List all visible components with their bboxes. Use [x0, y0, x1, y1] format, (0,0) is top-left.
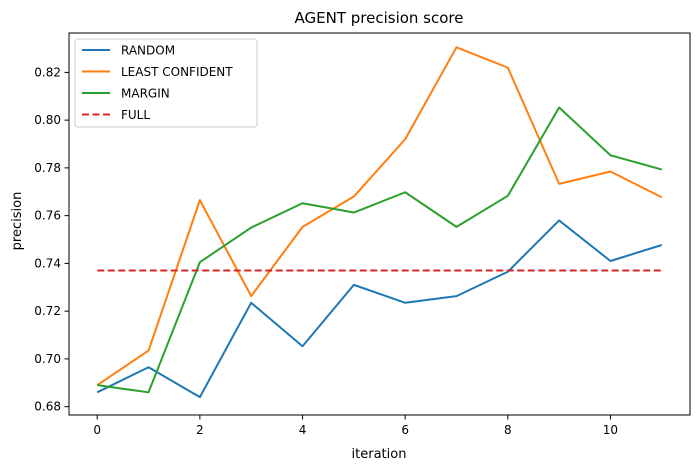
y-tick-label: 0.70: [34, 352, 61, 366]
y-tick-label: 0.68: [34, 400, 61, 414]
chart-title: AGENT precision score: [295, 9, 464, 27]
y-tick-label: 0.82: [34, 65, 61, 79]
legend-label-least-confident: LEAST CONFIDENT: [121, 65, 233, 79]
x-tick-label: 10: [603, 423, 618, 437]
legend-label-full: FULL: [121, 108, 150, 122]
x-tick-label: 0: [93, 423, 101, 437]
series-line-least-confident: [96, 46, 663, 386]
x-axis-label: iteration: [352, 447, 407, 462]
y-axis-label: precision: [10, 192, 25, 251]
y-tick-label: 0.78: [34, 161, 61, 175]
x-tick-label: 8: [504, 423, 512, 437]
plot-area: 0 2 4 6 8 10 0.68 0.70 0.72 0.74 0.76 0.78 0.80 0.82: [34, 32, 691, 437]
y-tick-label: 0.74: [34, 256, 61, 270]
axes-frame: [68, 32, 691, 416]
y-tick-label: 0.76: [34, 209, 61, 223]
x-tick-label: 6: [401, 423, 409, 437]
x-tick-label: 2: [196, 423, 204, 437]
y-tick-label: 0.72: [34, 304, 61, 318]
series-line-margin: [97, 106, 663, 394]
y-tick-label: 0.80: [34, 113, 61, 127]
x-tick-label: 4: [299, 423, 307, 437]
legend: RANDOM LEAST CONFIDENT MARGIN FULL: [74, 38, 258, 128]
legend-label-margin: MARGIN: [121, 87, 170, 101]
legend-label-random: RANDOM: [121, 44, 175, 58]
legend-box: [74, 38, 258, 128]
series-line-random: [96, 219, 663, 399]
